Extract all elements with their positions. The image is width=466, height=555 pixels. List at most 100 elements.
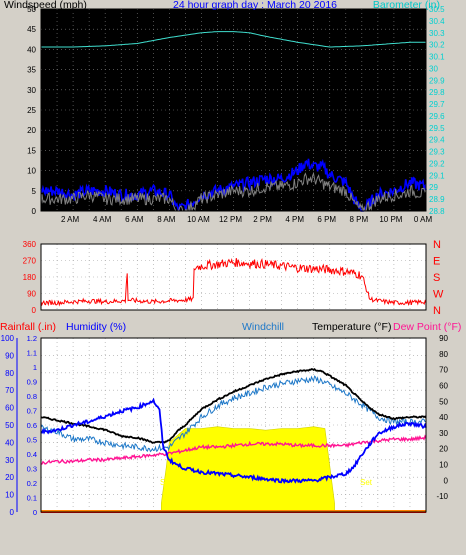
temperature-tick-label: 10 xyxy=(439,461,448,470)
direction-tick-label: 0 xyxy=(32,306,37,315)
compass-label: E xyxy=(433,256,440,268)
temperature-tick-label: 30 xyxy=(439,429,448,438)
wind-tick-label: 15 xyxy=(27,146,36,155)
time-tick-label: 8 AM xyxy=(157,215,176,224)
temperature-tick-label: 50 xyxy=(439,397,448,406)
humidity-tick-label: 70 xyxy=(5,386,14,395)
temperature-tick-label: -10 xyxy=(436,492,448,501)
time-tick-label: 6 AM xyxy=(125,215,144,224)
wind-tick-label: 25 xyxy=(27,106,36,115)
direction-tick-label: 360 xyxy=(23,240,37,249)
time-tick-label: 6 PM xyxy=(317,215,336,224)
rainfall-tick-label: 1.1 xyxy=(27,349,37,358)
time-tick-label: 10 AM xyxy=(187,215,210,224)
compass-label: N xyxy=(433,305,441,317)
wind-ylabel-right: Barometer (in) xyxy=(373,0,440,11)
barometer-tick-label: 28.8 xyxy=(429,207,445,216)
rainfall-ticks: 0 0.1 0.2 0.3 0.4 0.5 0.6 0.7 0.8 0.9 1 1.1 1.2 xyxy=(16,334,37,517)
humidity-tick-label: 60 xyxy=(5,404,14,413)
temperature-tick-label: 70 xyxy=(439,366,448,375)
temperature-tick-label: 20 xyxy=(439,445,448,454)
rainfall-tick-label: 1 xyxy=(33,363,37,372)
wind-ylabel-left: Windspeed (mph) xyxy=(4,0,87,11)
wind-tick-label: 0 xyxy=(32,207,37,216)
temperature-ticks: -10 0 10 20 30 40 50 60 70 80 90 xyxy=(436,334,448,501)
wind-tick-label: 5 xyxy=(32,187,37,196)
wind-tick-label: 20 xyxy=(27,126,36,135)
temperature-frame xyxy=(40,337,427,513)
windchill-label: Windchill xyxy=(242,321,284,333)
wind-x-ticks: 2 AM 4 AM 6 AM 8 AM 10 AM 12 PM 2 PM 4 PM 6 PM 8 … xyxy=(61,215,432,224)
barometer-tick-label: 30.4 xyxy=(429,17,445,26)
temperature-label: Temperature (°F) xyxy=(312,321,391,333)
time-tick-label: 2 PM xyxy=(253,215,272,224)
rainfall-tick-label: 0.4 xyxy=(27,450,37,459)
rainfall-tick-label: 0.1 xyxy=(27,494,37,503)
wind-tick-label: 35 xyxy=(27,66,36,75)
direction-left-ticks: 0 90 180 270 360 xyxy=(23,240,37,315)
barometer-tick-label: 30.1 xyxy=(429,53,445,62)
barometer-tick-label: 29.4 xyxy=(429,136,445,145)
humidity-tick-label: 80 xyxy=(5,369,14,378)
temperature-tick-label: 90 xyxy=(439,334,448,343)
rainfall-label: Rainfall (.in) xyxy=(0,321,56,333)
wind-frame xyxy=(40,8,427,212)
direction-frame xyxy=(40,243,427,311)
temperature-series-line xyxy=(40,375,426,453)
barometer-tick-label: 30.5 xyxy=(429,5,445,14)
wind-series xyxy=(40,8,427,212)
humidity-tick-label: 90 xyxy=(5,351,14,360)
rainfall-tick-label: 0.2 xyxy=(27,479,37,488)
wind-tick-label: 40 xyxy=(27,45,36,54)
wind-series-line xyxy=(40,137,427,209)
direction-tick-label: 90 xyxy=(27,290,36,299)
direction-grid xyxy=(41,243,426,311)
rainfall-tick-label: 0.5 xyxy=(27,436,37,445)
temperature-series-line xyxy=(40,368,427,444)
humidity-label: Humidity (%) xyxy=(66,321,126,333)
rainfall-tick-label: 0.9 xyxy=(27,378,37,387)
temperature-series-line xyxy=(40,434,427,465)
direction-tick-label: 270 xyxy=(23,257,37,266)
compass-label: S xyxy=(433,272,440,284)
compass-label: N xyxy=(433,239,441,251)
time-tick-label: 12 PM xyxy=(219,215,242,224)
rainfall-tick-label: 0 xyxy=(33,508,37,517)
barometer-tick-label: 30.2 xyxy=(429,41,445,50)
time-tick-label: 10 PM xyxy=(379,215,402,224)
barometer-tick-label: 29.8 xyxy=(429,88,445,97)
barometer-tick-label: 30 xyxy=(429,64,438,73)
rainfall-tick-label: 0.8 xyxy=(27,392,37,401)
temperature-tick-label: 0 xyxy=(444,476,449,485)
time-tick-label: 0 AM xyxy=(414,215,433,224)
barometer-tick-label: 29.9 xyxy=(429,76,445,85)
wind-tick-label: 45 xyxy=(27,25,36,34)
direction-tick-label: 180 xyxy=(23,273,37,282)
chart-title: 24 hour graph day : March 20 2016 xyxy=(173,0,337,11)
barometer-tick-label: 29.5 xyxy=(429,124,445,133)
wind-right-ticks: 28.8 28.9 29 29.1 29.2 29.3 29.4 29.5 29.6 29.7 29… xyxy=(429,5,445,216)
wind-series-line xyxy=(41,31,426,48)
time-tick-label: 2 AM xyxy=(61,215,80,224)
rainfall-tick-label: 1.2 xyxy=(27,334,37,343)
wind-tick-label: 30 xyxy=(27,86,36,95)
humidity-tick-label: 100 xyxy=(1,334,15,343)
sunset-label: Set xyxy=(360,478,373,487)
barometer-tick-label: 29.2 xyxy=(429,159,445,168)
temperature-tick-label: 40 xyxy=(439,413,448,422)
barometer-tick-label: 29 xyxy=(429,183,438,192)
humidity-tick-label: 10 xyxy=(5,491,14,500)
sunrise-label: Sun R xyxy=(160,478,182,487)
barometer-tick-label: 29.1 xyxy=(429,171,445,180)
humidity-ticks: 0 10 20 30 40 50 60 70 80 90 100 xyxy=(1,334,15,517)
humidity-tick-label: 30 xyxy=(5,456,14,465)
wind-series-line xyxy=(40,171,427,212)
humidity-tick-label: 40 xyxy=(5,438,14,447)
barometer-tick-label: 30.3 xyxy=(429,29,445,38)
temperature-series-line xyxy=(40,397,427,485)
